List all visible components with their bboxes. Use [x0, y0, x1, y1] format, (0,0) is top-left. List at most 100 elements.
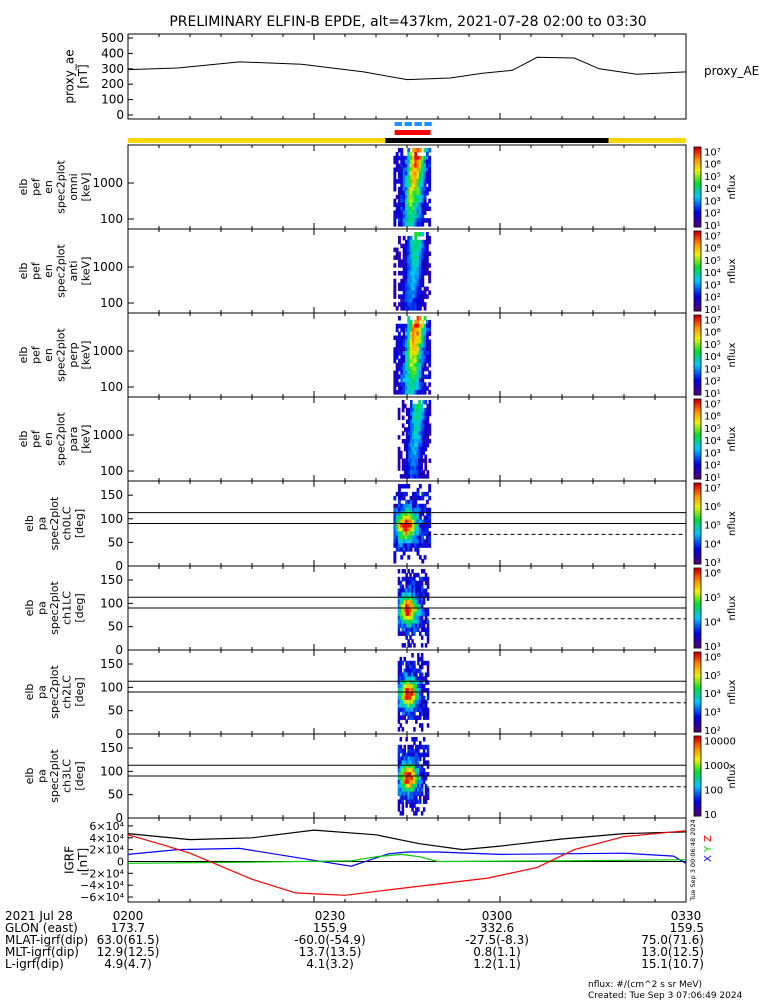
spectrogram-cell [414, 282, 418, 288]
spectrogram-cell [400, 390, 404, 395]
spectrogram-cell [411, 680, 414, 685]
spectrogram-cell [409, 744, 412, 750]
spectrogram-cell [414, 411, 417, 417]
y-tick-label: 100 [100, 680, 123, 694]
spectrogram-cell [410, 415, 413, 421]
spectrogram-cell [412, 535, 415, 540]
spectrogram-cell [411, 803, 414, 808]
y-tick-label: 50 [108, 620, 123, 634]
spectrogram-cell [415, 627, 418, 632]
spectrogram-cell [407, 390, 411, 395]
spectrogram-cell [408, 474, 411, 479]
spectrogram-cell [407, 302, 411, 307]
spectrogram-cell [409, 772, 412, 777]
colorbar-tick-label: 10⁴ [704, 352, 721, 363]
colorbar-segment [694, 724, 701, 728]
colorbar-segment [694, 786, 701, 790]
spectrogram-cell [405, 351, 408, 356]
colorbar-tick-label: 10⁴ [704, 689, 721, 700]
spectrogram-cell [420, 727, 424, 732]
y-axis-label-line: anti [67, 260, 80, 281]
spectrogram-cell [413, 680, 416, 685]
spectrogram-cell [403, 596, 406, 601]
spectrogram-cell [411, 768, 414, 773]
spectrogram-cell [412, 378, 415, 383]
spectrogram-cell [424, 415, 428, 421]
spectrogram-cell [415, 795, 418, 800]
spectrogram-cell [428, 403, 432, 409]
spectrogram-cell [412, 331, 415, 337]
spectrogram-cell [405, 547, 408, 552]
spectrogram-cell [417, 627, 420, 632]
spectrogram-cell [415, 588, 418, 593]
spectrogram-cell [407, 676, 410, 681]
spectrogram-cell [420, 403, 423, 409]
spectrogram-cell [421, 362, 425, 368]
spectrogram-cell [407, 286, 411, 292]
spectrogram-cell [393, 535, 397, 540]
colorbar-tick-label: 10¹ [704, 473, 721, 484]
spectrogram-cell [400, 286, 404, 292]
spectrogram-cell [414, 148, 418, 153]
spectrogram-cell [421, 559, 425, 564]
spectrogram-cell [412, 243, 415, 249]
spectrogram-cell [400, 495, 404, 501]
collection-flag [394, 130, 431, 135]
spectrogram-cell [418, 335, 422, 340]
spectrogram-cell [397, 715, 401, 720]
spectrogram-cell [405, 222, 408, 227]
colorbar-segment [694, 257, 701, 261]
spectrogram-cell [401, 695, 405, 701]
spectrogram-cell [400, 327, 404, 333]
spectrogram-cell [407, 760, 410, 765]
spectrogram-cell [420, 680, 424, 685]
spectrogram-cell [405, 764, 408, 769]
spectrogram-cell [405, 442, 409, 448]
spectrogram-cell [405, 327, 408, 333]
proxy-ae-legend-label: proxy_AE [704, 64, 759, 78]
spectrogram-cell [426, 631, 430, 636]
spectrogram-cell [395, 519, 399, 524]
spectrogram-cell [395, 539, 399, 544]
spectrogram-cell [420, 791, 424, 797]
spectrogram-cell [398, 543, 401, 548]
spectrogram-cell [405, 251, 408, 256]
spectrogram-cell [401, 660, 405, 666]
spectrogram-cell [413, 737, 416, 742]
spectrogram-cell [407, 688, 410, 693]
axis-info-value: 173.7 [111, 921, 145, 935]
spectrogram-cell [413, 768, 416, 773]
spectrogram-cell [400, 151, 404, 157]
spectrogram-cell [423, 539, 427, 544]
colorbar-tick-label: 10⁶ [704, 502, 721, 513]
axis-info-value: 0200 [113, 909, 144, 923]
spectrogram-cell [428, 175, 432, 180]
spectrogram-cell [401, 462, 405, 467]
colorbar-segment [694, 665, 701, 669]
spectrogram-cell [418, 278, 422, 284]
spectrogram-cell [412, 239, 415, 245]
spectrogram-cell [420, 600, 424, 605]
colorbar-segment [694, 281, 701, 285]
spectrogram-cell [414, 327, 418, 333]
spectrogram-cell [399, 588, 403, 593]
spectrogram-cell [397, 799, 401, 804]
spectrogram-cell [400, 294, 404, 299]
spectrogram-cell [409, 623, 412, 629]
colorbar-segment [694, 287, 701, 291]
spectrogram-cell [418, 535, 422, 540]
spectrogram-cell [425, 263, 429, 268]
spectrogram-cell [409, 795, 412, 800]
spectrogram-cell [421, 535, 425, 540]
spectrogram-cell [413, 611, 416, 617]
spectrogram-cell [423, 290, 427, 295]
spectrogram-cell [426, 576, 430, 582]
spectrogram-cell [421, 374, 425, 379]
spectrogram-cell [416, 183, 420, 188]
spectrogram-cell [400, 343, 404, 348]
spectrogram-cell [407, 187, 411, 192]
spectrogram-cell [407, 335, 411, 340]
spectrogram-cell [407, 576, 410, 582]
spectrogram-cell [422, 423, 425, 428]
